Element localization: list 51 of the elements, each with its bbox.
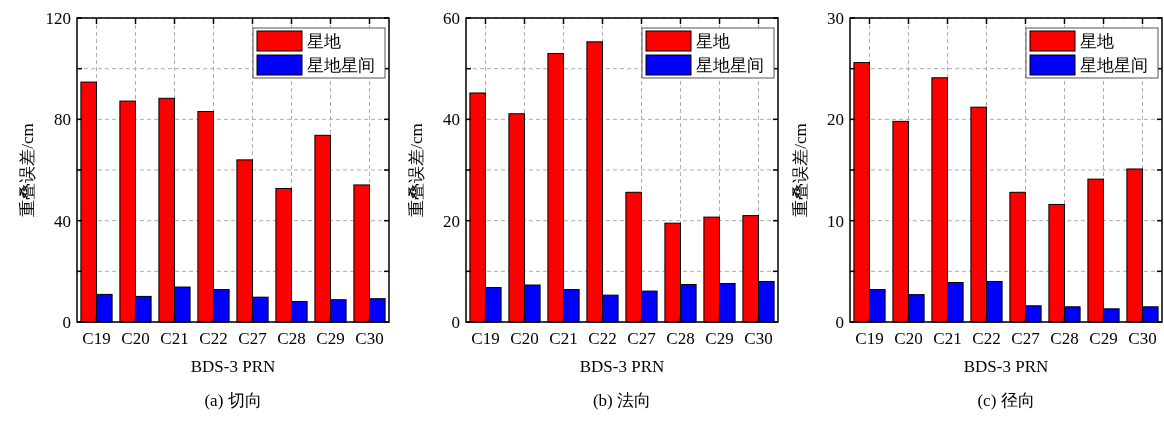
- x-tick-label: C28: [666, 329, 695, 348]
- text: (b) 法向: [592, 391, 652, 410]
- y-tick-label: 20: [443, 211, 460, 231]
- x-tick-label: C20: [121, 329, 150, 348]
- x-tick-label: C27: [627, 329, 657, 348]
- x-tick-label: C21: [160, 329, 189, 348]
- x-tick-label: C19: [82, 329, 111, 348]
- x-tick-label: C30: [355, 329, 384, 348]
- x-axis-title: BDS-3 PRN: [190, 357, 276, 376]
- x-tick-label: C21: [549, 329, 578, 348]
- x-tick-label: C30: [1128, 329, 1157, 348]
- x-tick-label: C22: [972, 329, 1001, 348]
- legend-label: 星地星间: [1080, 55, 1148, 75]
- x-tick-label: C19: [855, 329, 884, 348]
- x-tick-label: C27: [238, 329, 268, 348]
- y-tick-label: 80: [54, 110, 71, 130]
- legend-label: 星地: [307, 31, 341, 51]
- x-tick-label: C29: [705, 329, 734, 348]
- y-tick-label: 60: [443, 8, 460, 28]
- x-tick-label: C22: [588, 329, 617, 348]
- x-tick-label: C28: [1050, 329, 1079, 348]
- x-axis-title: BDS-3 PRN: [579, 357, 665, 376]
- y-tick-label: 0: [451, 312, 460, 332]
- x-tick-label: C28: [277, 329, 306, 348]
- legend-label: 星地: [1080, 31, 1114, 51]
- y-axis-title: 重叠误差/cm: [18, 123, 37, 217]
- y-tick-label: 40: [443, 110, 460, 130]
- x-tick-label: C21: [933, 329, 962, 348]
- x-tick-label: C30: [744, 329, 773, 348]
- legend-label: 星地星间: [696, 55, 764, 75]
- text: (c) 径向: [977, 391, 1035, 410]
- y-axis-title: 重叠误差/cm: [791, 123, 810, 217]
- y-axis-title: 重叠误差/cm: [407, 123, 426, 217]
- x-tick-label: C29: [1089, 329, 1118, 348]
- y-tick-label: 10: [827, 211, 844, 231]
- x-axis-title: BDS-3 PRN: [963, 357, 1049, 376]
- x-tick-label: C20: [894, 329, 923, 348]
- y-tick-label: 0: [62, 312, 71, 332]
- y-tick-label: 30: [827, 8, 844, 28]
- legend-label: 星地星间: [307, 55, 375, 75]
- y-tick-label: 0: [835, 312, 844, 332]
- x-tick-label: C27: [1011, 329, 1041, 348]
- x-tick-label: C22: [199, 329, 228, 348]
- y-tick-label: 40: [54, 211, 71, 231]
- legend-label: 星地: [696, 31, 730, 51]
- y-tick-label: 120: [45, 8, 71, 28]
- text: (a) 切向: [204, 391, 262, 410]
- x-tick-label: C20: [510, 329, 539, 348]
- y-tick-label: 20: [827, 110, 844, 130]
- x-tick-label: C19: [471, 329, 500, 348]
- x-tick-label: C29: [316, 329, 345, 348]
